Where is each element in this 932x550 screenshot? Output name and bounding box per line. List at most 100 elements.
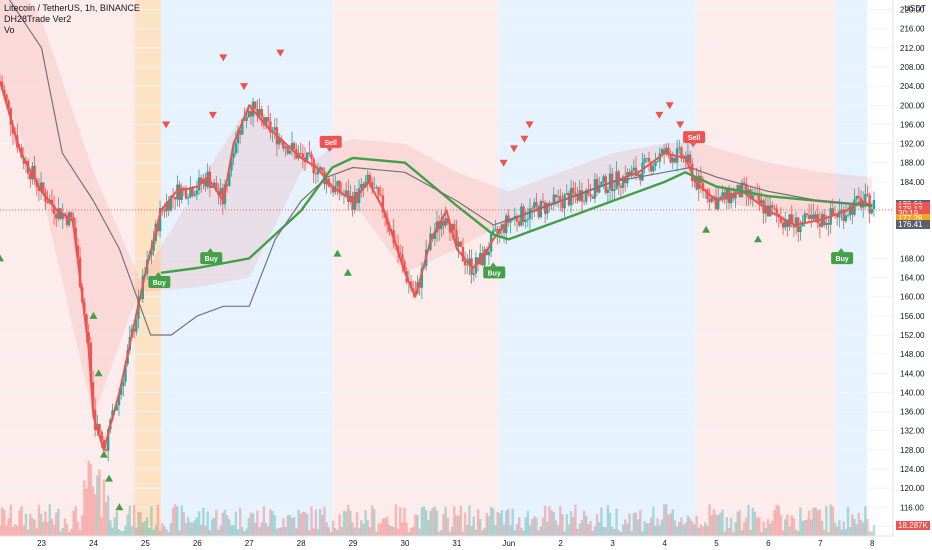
volume-bar (520, 527, 523, 536)
candle-body (712, 195, 716, 197)
currency-label[interactable]: USDT (904, 4, 926, 13)
candle-body (634, 167, 638, 176)
volume-bar (197, 511, 201, 536)
volume-title[interactable]: Vo (4, 25, 15, 35)
volume-bar (411, 526, 415, 536)
candle-body (533, 202, 536, 209)
volume-bar (113, 517, 116, 536)
volume-bar (370, 505, 374, 536)
candle-body (444, 218, 447, 226)
candle-body (420, 268, 424, 288)
volume-bar (461, 531, 465, 536)
candle-body (775, 208, 778, 214)
volume-bar (193, 520, 196, 536)
candle-body (807, 215, 811, 219)
volume-bar (823, 530, 826, 536)
candle-body (331, 186, 335, 193)
price-tag: 177.28 (896, 213, 930, 223)
volume-bar (44, 511, 47, 536)
volume-bar (771, 520, 774, 536)
volume-bar (405, 522, 408, 536)
volume-bar (202, 507, 205, 536)
volume-bar (801, 520, 804, 536)
volume-bar (9, 504, 13, 536)
volume-bar (675, 526, 679, 536)
candle-body (537, 206, 540, 218)
candle-body (779, 216, 783, 223)
volume-bar (794, 529, 798, 536)
candle-body (91, 382, 95, 410)
candle-body (630, 170, 633, 176)
volume-bar (293, 517, 296, 536)
volume-bar (870, 531, 873, 536)
price-tick-label: 124.00 (900, 465, 925, 474)
volume-bar (284, 527, 287, 536)
time-tick-label: 23 (37, 539, 46, 548)
candle-body (589, 194, 592, 197)
volume-bar (630, 531, 633, 536)
volume-bar (427, 520, 430, 536)
volume-bar (87, 460, 90, 536)
candle-body (459, 241, 462, 247)
volume-bar (277, 527, 281, 536)
volume-bar (381, 518, 385, 536)
candle-body (816, 214, 819, 224)
volume-bar (645, 523, 649, 536)
volume-bar (161, 523, 164, 536)
volume-bar (154, 525, 157, 536)
candle-body (660, 149, 664, 154)
candle-body (669, 154, 672, 163)
candle-body (158, 208, 162, 232)
candle-body (124, 363, 127, 382)
volume-bar (104, 501, 108, 536)
price-tick-label: 196.00 (900, 120, 925, 129)
volume-bar (323, 506, 326, 536)
volume-bar (347, 504, 350, 536)
volume-bar (450, 526, 454, 536)
candle-body (210, 185, 214, 188)
volume-bar (189, 522, 192, 536)
volume-bar (721, 509, 724, 536)
symbol-title[interactable]: Litecoin / TetherUS, 1h, BINANCE (4, 3, 140, 13)
candle-body (258, 109, 261, 116)
volume-bar (781, 530, 785, 536)
volume-bar (303, 512, 307, 536)
volume-bar (556, 525, 560, 536)
volume-bar (366, 520, 369, 536)
volume-bar (844, 529, 848, 536)
candle-body (812, 214, 815, 220)
volume-bar (593, 526, 597, 536)
volume-bar (725, 517, 729, 536)
volume-bar (831, 506, 835, 536)
volume-bar (286, 515, 289, 536)
volume-bar (691, 521, 694, 536)
volume-bar (375, 531, 378, 536)
volume-bar (148, 528, 151, 536)
volume-bar (758, 517, 761, 536)
volume-bar (433, 505, 437, 536)
indicator-title[interactable]: DH28Trade Ver2 (4, 14, 72, 24)
candle-body (859, 197, 863, 208)
up-arrow-marker (702, 225, 711, 233)
candle-body (647, 157, 651, 162)
candle-body (448, 223, 452, 233)
volume-bar (243, 531, 246, 536)
volume-bar (327, 526, 331, 536)
volume-bar (334, 527, 337, 536)
volume-bar (673, 520, 677, 536)
price-tick-label: 204.00 (900, 82, 925, 91)
candle-body (556, 196, 560, 198)
price-tick-label: 188.00 (900, 159, 925, 168)
volume-bar (773, 510, 776, 536)
down-arrow-marker (525, 121, 534, 129)
volume-bar (859, 520, 863, 536)
price-tick-label: 120.00 (900, 484, 925, 493)
volume-bar (470, 525, 473, 536)
candle-body (249, 111, 253, 117)
volume-bar (234, 511, 237, 536)
volume-bar (386, 516, 389, 536)
price-tick-label: 184.00 (900, 178, 925, 187)
trend-zone (498, 0, 696, 536)
candle-body (840, 209, 843, 211)
